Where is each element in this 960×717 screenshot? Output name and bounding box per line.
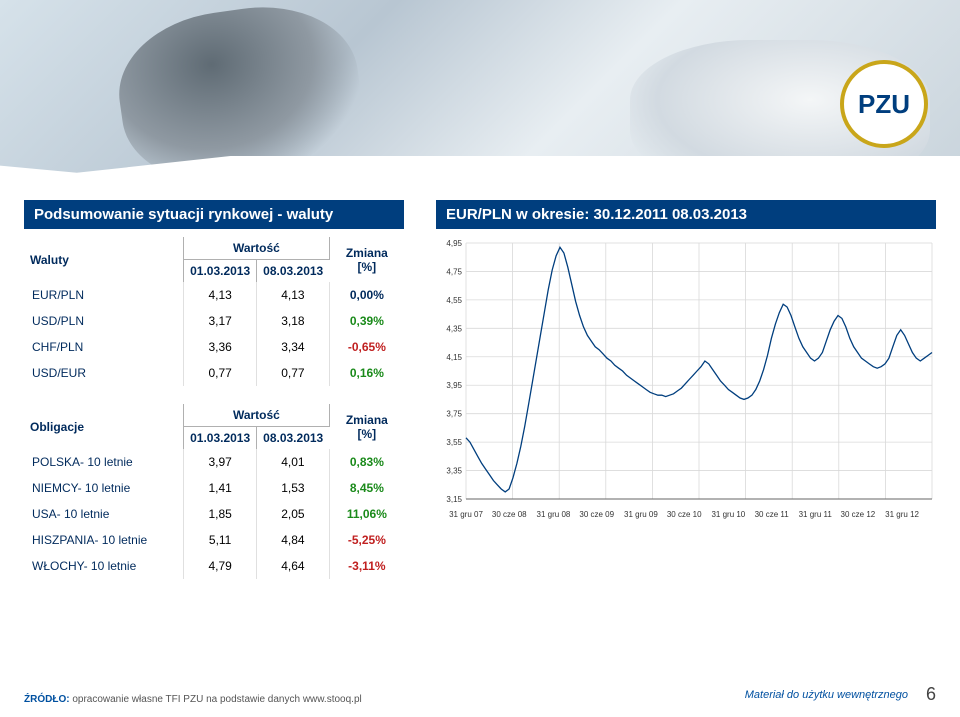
cell-change: 0,83% bbox=[329, 449, 404, 475]
footer-source-prefix: ŹRÓDŁO: bbox=[24, 694, 70, 705]
cell-v2: 4,64 bbox=[257, 553, 330, 579]
cell-name: POLSKA- 10 letnie bbox=[24, 449, 184, 475]
cell-name: USD/PLN bbox=[24, 308, 184, 334]
cell-name: WŁOCHY- 10 letnie bbox=[24, 553, 184, 579]
cell-name: EUR/PLN bbox=[24, 282, 184, 308]
svg-text:4,35: 4,35 bbox=[446, 324, 462, 333]
table-row: USA- 10 letnie1,852,0511,06% bbox=[24, 501, 404, 527]
cell-v1: 0,77 bbox=[184, 360, 257, 386]
cell-v1: 4,79 bbox=[184, 553, 257, 579]
eurpln-chart: 4,95 4,75 4,55 4,35 4,15 3,95 3,75 3,55 3,35 3,15… bbox=[436, 237, 936, 517]
footer-internal-note: Materiał do użytku wewnętrznego bbox=[745, 689, 908, 701]
currencies-table: Waluty Wartość Zmiana [%] 01.03.2013 08.… bbox=[24, 237, 404, 386]
svg-text:4,75: 4,75 bbox=[446, 267, 462, 276]
svg-text:3,35: 3,35 bbox=[446, 467, 462, 476]
hero-decor bbox=[109, 0, 370, 180]
col-header-date2: 08.03.2013 bbox=[257, 427, 330, 450]
footer: ŹRÓDŁO: opracowanie własne TFI PZU na po… bbox=[24, 684, 936, 705]
chart-x-tick: 31 gru 09 bbox=[624, 510, 658, 519]
brand-logo: PZU bbox=[840, 60, 928, 148]
col-header-wartosc: Wartość bbox=[184, 404, 330, 427]
svg-text:4,95: 4,95 bbox=[446, 239, 462, 248]
table-row: CHF/PLN3,363,34-0,65% bbox=[24, 334, 404, 360]
cell-v2: 4,01 bbox=[257, 449, 330, 475]
col-header-zmiana: Zmiana [%] bbox=[329, 404, 404, 449]
chart-x-tick: 30 cze 12 bbox=[841, 510, 876, 519]
section-title-chart: EUR/PLN w okresie: 30.12.2011 08.03.2013 bbox=[436, 200, 936, 229]
chart-canvas: 4,95 4,75 4,55 4,35 4,15 3,95 3,75 3,55 3,35 3,15 bbox=[436, 237, 936, 517]
chart-x-tick: 31 gru 07 bbox=[449, 510, 483, 519]
chart-x-tick: 31 gru 12 bbox=[885, 510, 919, 519]
svg-text:3,55: 3,55 bbox=[446, 438, 462, 447]
cell-name: USA- 10 letnie bbox=[24, 501, 184, 527]
brand-text: PZU bbox=[858, 89, 910, 120]
chart-x-axis-labels: 31 gru 0730 cze 0831 gru 0830 cze 0931 g… bbox=[466, 510, 936, 519]
col-header-date1: 01.03.2013 bbox=[184, 260, 257, 283]
cell-name: USD/EUR bbox=[24, 360, 184, 386]
col-header-date2: 08.03.2013 bbox=[257, 260, 330, 283]
main-content: Podsumowanie sytuacji rynkowej - waluty … bbox=[24, 200, 936, 579]
cell-v2: 1,53 bbox=[257, 475, 330, 501]
table-row: EUR/PLN4,134,130,00% bbox=[24, 282, 404, 308]
cell-v2: 3,18 bbox=[257, 308, 330, 334]
cell-change: -3,11% bbox=[329, 553, 404, 579]
section-title-currencies: Podsumowanie sytuacji rynkowej - waluty bbox=[24, 200, 404, 229]
chart-x-tick: 31 gru 08 bbox=[537, 510, 571, 519]
cell-v1: 1,41 bbox=[184, 475, 257, 501]
svg-text:3,95: 3,95 bbox=[446, 381, 462, 390]
bonds-table: Obligacje Wartość Zmiana [%] 01.03.2013 … bbox=[24, 404, 404, 579]
cell-change: 0,00% bbox=[329, 282, 404, 308]
col-header-wartosc: Wartość bbox=[184, 237, 330, 260]
page-number: 6 bbox=[926, 684, 936, 705]
cell-change: -0,65% bbox=[329, 334, 404, 360]
col-header-instrument: Waluty bbox=[24, 237, 184, 282]
cell-change: -5,25% bbox=[329, 527, 404, 553]
svg-text:4,55: 4,55 bbox=[446, 296, 462, 305]
chart-x-tick: 31 gru 11 bbox=[799, 510, 832, 519]
cell-v1: 4,13 bbox=[184, 282, 257, 308]
table-row: HISZPANIA- 10 letnie5,114,84-5,25% bbox=[24, 527, 404, 553]
col-header-zmiana: Zmiana [%] bbox=[329, 237, 404, 282]
chart-x-tick: 30 cze 10 bbox=[667, 510, 702, 519]
cell-v1: 5,11 bbox=[184, 527, 257, 553]
cell-change: 0,16% bbox=[329, 360, 404, 386]
footer-source-text: opracowanie własne TFI PZU na podstawie … bbox=[70, 694, 362, 705]
cell-v1: 3,36 bbox=[184, 334, 257, 360]
cell-name: NIEMCY- 10 letnie bbox=[24, 475, 184, 501]
table-row: USD/PLN3,173,180,39% bbox=[24, 308, 404, 334]
cell-change: 11,06% bbox=[329, 501, 404, 527]
cell-v2: 0,77 bbox=[257, 360, 330, 386]
chart-x-tick: 30 cze 11 bbox=[755, 510, 789, 519]
cell-change: 0,39% bbox=[329, 308, 404, 334]
cell-v2: 4,84 bbox=[257, 527, 330, 553]
cell-v1: 3,17 bbox=[184, 308, 257, 334]
table-row: USD/EUR0,770,770,16% bbox=[24, 360, 404, 386]
cell-name: CHF/PLN bbox=[24, 334, 184, 360]
col-header-date1: 01.03.2013 bbox=[184, 427, 257, 450]
cell-name: HISZPANIA- 10 letnie bbox=[24, 527, 184, 553]
cell-v1: 3,97 bbox=[184, 449, 257, 475]
table-row: NIEMCY- 10 letnie1,411,538,45% bbox=[24, 475, 404, 501]
hero-image bbox=[0, 0, 960, 180]
chart-x-tick: 31 gru 10 bbox=[711, 510, 745, 519]
table-row: POLSKA- 10 letnie3,974,010,83% bbox=[24, 449, 404, 475]
svg-text:3,75: 3,75 bbox=[446, 410, 462, 419]
cell-change: 8,45% bbox=[329, 475, 404, 501]
chart-x-tick: 30 cze 09 bbox=[579, 510, 614, 519]
svg-text:3,15: 3,15 bbox=[446, 495, 462, 504]
col-header-instrument: Obligacje bbox=[24, 404, 184, 449]
chart-x-tick: 30 cze 08 bbox=[492, 510, 527, 519]
cell-v2: 2,05 bbox=[257, 501, 330, 527]
cell-v1: 1,85 bbox=[184, 501, 257, 527]
cell-v2: 3,34 bbox=[257, 334, 330, 360]
svg-text:4,15: 4,15 bbox=[446, 353, 462, 362]
footer-source: ŹRÓDŁO: opracowanie własne TFI PZU na po… bbox=[24, 694, 362, 705]
cell-v2: 4,13 bbox=[257, 282, 330, 308]
table-row: WŁOCHY- 10 letnie4,794,64-3,11% bbox=[24, 553, 404, 579]
